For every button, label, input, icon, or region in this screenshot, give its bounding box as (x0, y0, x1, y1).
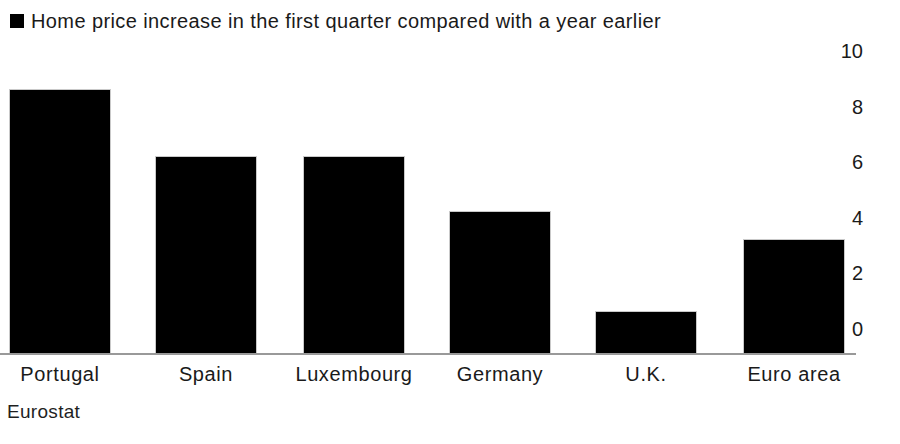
bar-portugal (9, 89, 111, 353)
legend-label: Home price increase in the first quarter… (31, 9, 661, 33)
y-tick-6: 6 (803, 151, 863, 173)
bar-spain (155, 156, 257, 353)
bar-germany (449, 211, 551, 353)
x-label-luxembourg: Luxembourg (279, 363, 429, 385)
chart-legend: Home price increase in the first quarter… (10, 9, 661, 33)
x-label-germany: Germany (425, 363, 575, 385)
bar-luxembourg (303, 156, 405, 353)
legend-square-icon (10, 14, 24, 28)
y-tick-4: 4 (803, 207, 863, 229)
source-label: Eurostat (7, 401, 80, 423)
x-label-euro-area: Euro area (719, 363, 869, 385)
x-label-spain: Spain (131, 363, 281, 385)
bar-u-k (595, 311, 697, 353)
x-axis-line (0, 353, 856, 355)
x-label-portugal: Portugal (0, 363, 135, 385)
y-tick-10: 10 (803, 40, 863, 62)
y-tick-8: 8 (803, 96, 863, 118)
home-price-bar-chart: Home price increase in the first quarter… (0, 0, 900, 444)
y-tick-2: 2 (803, 262, 863, 284)
y-tick-0: 0 (803, 318, 863, 340)
x-label-u-k: U.K. (571, 363, 721, 385)
